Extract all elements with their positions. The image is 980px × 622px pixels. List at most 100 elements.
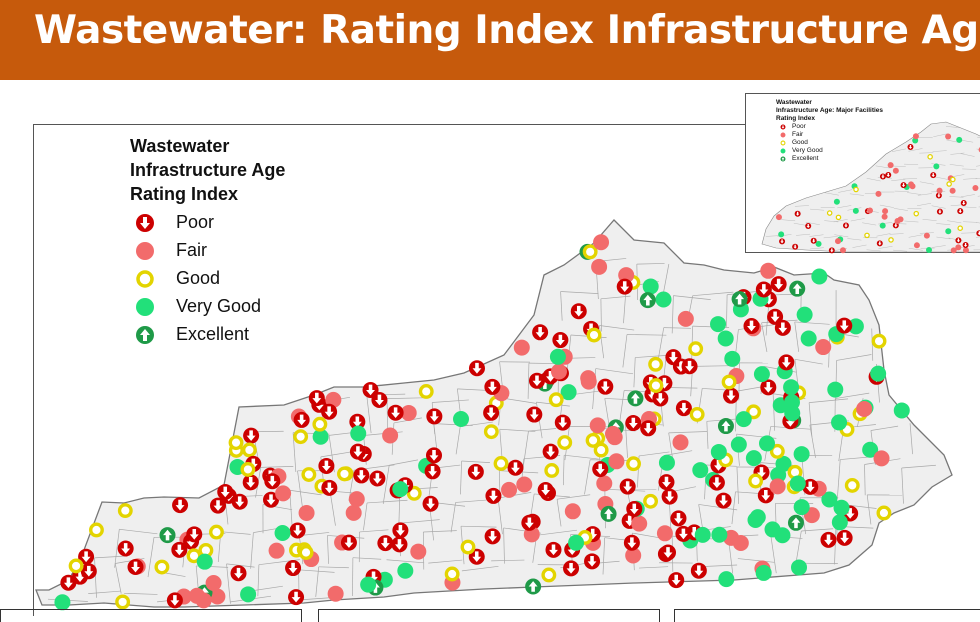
fair-facility-marker — [501, 482, 517, 498]
verygood-facility-marker — [956, 137, 962, 143]
fair-facility-marker — [349, 491, 365, 507]
verygood-facility-marker — [568, 535, 584, 551]
poor-facility-marker — [217, 484, 233, 500]
verygood-facility-marker — [711, 527, 727, 543]
fair-facility-marker — [733, 535, 749, 551]
verygood-facility-marker — [791, 559, 807, 575]
inset-map-major-facilities: Wastewater Infrastructure Age: Major Fac… — [745, 93, 980, 253]
verygood-facility-marker — [765, 521, 781, 537]
fair-facility-marker — [924, 233, 930, 239]
fair-facility-marker — [514, 340, 530, 356]
fair-facility-marker — [908, 181, 914, 187]
fair-facility-marker — [673, 434, 689, 450]
good-facility-marker — [873, 335, 885, 347]
bottom-panels — [0, 604, 980, 618]
poor-marker-icon — [780, 124, 786, 130]
verygood-facility-marker — [656, 292, 672, 308]
fair-facility-marker — [835, 238, 841, 244]
good-facility-marker — [928, 155, 932, 159]
good-facility-marker — [889, 238, 893, 242]
verygood-facility-marker — [746, 450, 762, 466]
inset-legend-label: Excellent — [792, 155, 818, 163]
verygood-facility-marker — [834, 199, 840, 205]
verygood-facility-marker — [692, 462, 708, 478]
good-facility-marker — [462, 541, 474, 553]
fair-facility-marker — [893, 168, 899, 174]
legend-item-fair: Fair — [130, 236, 285, 264]
fair-facility-marker — [593, 234, 609, 250]
map-legend: Wastewater Infrastructure Age Rating Ind… — [130, 134, 285, 348]
poor-facility-marker — [243, 474, 259, 490]
verygood-facility-marker — [350, 426, 366, 442]
fair-facility-marker — [607, 429, 623, 445]
poor-facility-marker — [640, 420, 656, 436]
poor-facility-marker — [775, 320, 791, 336]
fair-facility-marker — [328, 586, 344, 602]
legend-label: Good — [176, 268, 220, 289]
good-facility-marker — [559, 437, 571, 449]
good-facility-marker — [211, 526, 223, 538]
fair-facility-marker — [516, 476, 532, 492]
verygood-facility-marker — [894, 402, 910, 418]
fair-facility-marker — [937, 188, 943, 194]
poor-facility-marker — [885, 172, 891, 178]
inset-legend-title-line: Wastewater — [776, 99, 883, 107]
poor-facility-marker — [837, 530, 853, 546]
poor-facility-marker — [668, 572, 684, 588]
legend-label: Excellent — [176, 324, 249, 345]
good-facility-marker — [295, 431, 307, 443]
poor-facility-marker — [426, 408, 442, 424]
excellent-facility-marker — [789, 281, 805, 297]
verygood-facility-marker — [711, 444, 727, 460]
poor-facility-marker — [592, 461, 608, 477]
poor-facility-marker — [937, 209, 943, 215]
verygood-facility-marker — [790, 476, 806, 492]
fair-facility-marker — [608, 453, 624, 469]
poor-facility-marker — [288, 589, 304, 605]
legend-label: Fair — [176, 240, 207, 261]
excellent-marker-icon — [780, 156, 786, 162]
good-facility-marker — [628, 458, 640, 470]
legend-label: Poor — [176, 212, 214, 233]
legend-item-very-good: Very Good — [130, 292, 285, 320]
poor-facility-marker — [426, 447, 442, 463]
poor-facility-marker — [584, 553, 600, 569]
poor-facility-marker — [538, 482, 554, 498]
inset-legend-item-poor: Poor — [776, 123, 883, 131]
legend-title-line: Infrastructure Age — [130, 158, 285, 182]
good-facility-marker — [230, 437, 242, 449]
verygood-facility-marker — [695, 527, 711, 543]
title-bar: Wastewater: Rating Index Infrastructure … — [0, 0, 980, 80]
fair-facility-marker — [888, 162, 894, 168]
verygood-facility-marker — [831, 414, 847, 430]
poor-facility-marker — [484, 379, 500, 395]
fair-facility-marker — [346, 505, 362, 521]
verygood-facility-marker — [754, 366, 770, 382]
verygood-facility-marker — [360, 577, 376, 593]
verygood-facility-marker — [832, 514, 848, 530]
excellent-facility-marker — [718, 418, 734, 434]
poor-facility-marker — [901, 182, 907, 188]
poor-facility-marker — [555, 415, 571, 431]
very-good-marker-icon — [134, 296, 156, 318]
poor-facility-marker — [172, 497, 188, 513]
poor-facility-marker — [118, 541, 134, 557]
good-facility-marker — [958, 226, 962, 230]
poor-facility-marker — [186, 526, 202, 542]
poor-facility-marker — [756, 281, 772, 297]
poor-facility-marker — [957, 208, 963, 214]
good-facility-marker — [303, 469, 315, 481]
poor-facility-marker — [652, 390, 668, 406]
good-facility-marker — [865, 233, 869, 237]
inset-legend-label: Very Good — [792, 147, 823, 155]
fair-facility-marker — [856, 401, 872, 417]
verygood-facility-marker — [853, 208, 859, 214]
inset-legend-item-fair: Fair — [776, 131, 883, 139]
poor-facility-marker — [792, 244, 798, 250]
fair-facility-marker — [867, 207, 873, 213]
verygood-facility-marker — [731, 437, 747, 453]
poor-facility-marker — [723, 388, 739, 404]
poor-facility-marker — [811, 238, 817, 244]
poor-facility-marker — [670, 510, 686, 526]
verygood-facility-marker — [240, 586, 256, 602]
